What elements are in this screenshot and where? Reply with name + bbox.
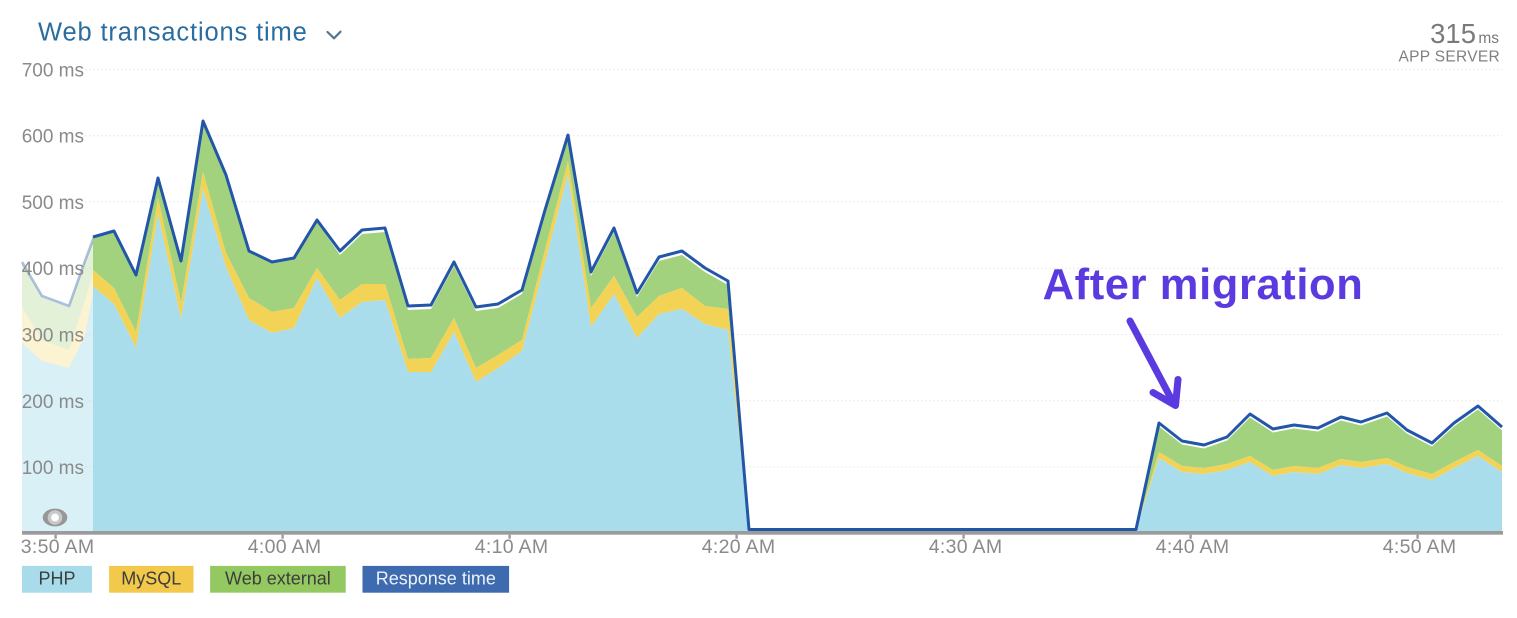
svg-text:4:40 AM: 4:40 AM bbox=[1156, 536, 1230, 558]
svg-text:4:10 AM: 4:10 AM bbox=[475, 536, 549, 558]
svg-text:ms: ms bbox=[1478, 30, 1499, 47]
svg-text:200 ms: 200 ms bbox=[22, 392, 84, 413]
svg-text:700 ms: 700 ms bbox=[22, 60, 84, 81]
svg-text:Web transactions time: Web transactions time bbox=[38, 19, 308, 47]
svg-text:4:20 AM: 4:20 AM bbox=[702, 536, 776, 558]
svg-text:500 ms: 500 ms bbox=[22, 193, 84, 214]
svg-text:600 ms: 600 ms bbox=[22, 127, 84, 148]
svg-text:PHP: PHP bbox=[38, 569, 75, 589]
svg-text:3:50 AM: 3:50 AM bbox=[21, 536, 95, 558]
svg-text:4:50 AM: 4:50 AM bbox=[1383, 536, 1457, 558]
svg-text:After migration: After migration bbox=[1043, 261, 1364, 309]
svg-text:300 ms: 300 ms bbox=[22, 326, 84, 347]
svg-text:APP SERVER: APP SERVER bbox=[1398, 49, 1500, 66]
svg-text:400 ms: 400 ms bbox=[22, 259, 84, 280]
svg-text:Web external: Web external bbox=[225, 569, 331, 589]
svg-text:MySQL: MySQL bbox=[121, 569, 181, 589]
svg-text:4:00 AM: 4:00 AM bbox=[248, 536, 322, 558]
svg-text:100 ms: 100 ms bbox=[22, 458, 84, 479]
svg-text:4:30 AM: 4:30 AM bbox=[929, 536, 1003, 558]
svg-text:Response time: Response time bbox=[376, 569, 496, 589]
svg-text:315: 315 bbox=[1430, 18, 1476, 49]
